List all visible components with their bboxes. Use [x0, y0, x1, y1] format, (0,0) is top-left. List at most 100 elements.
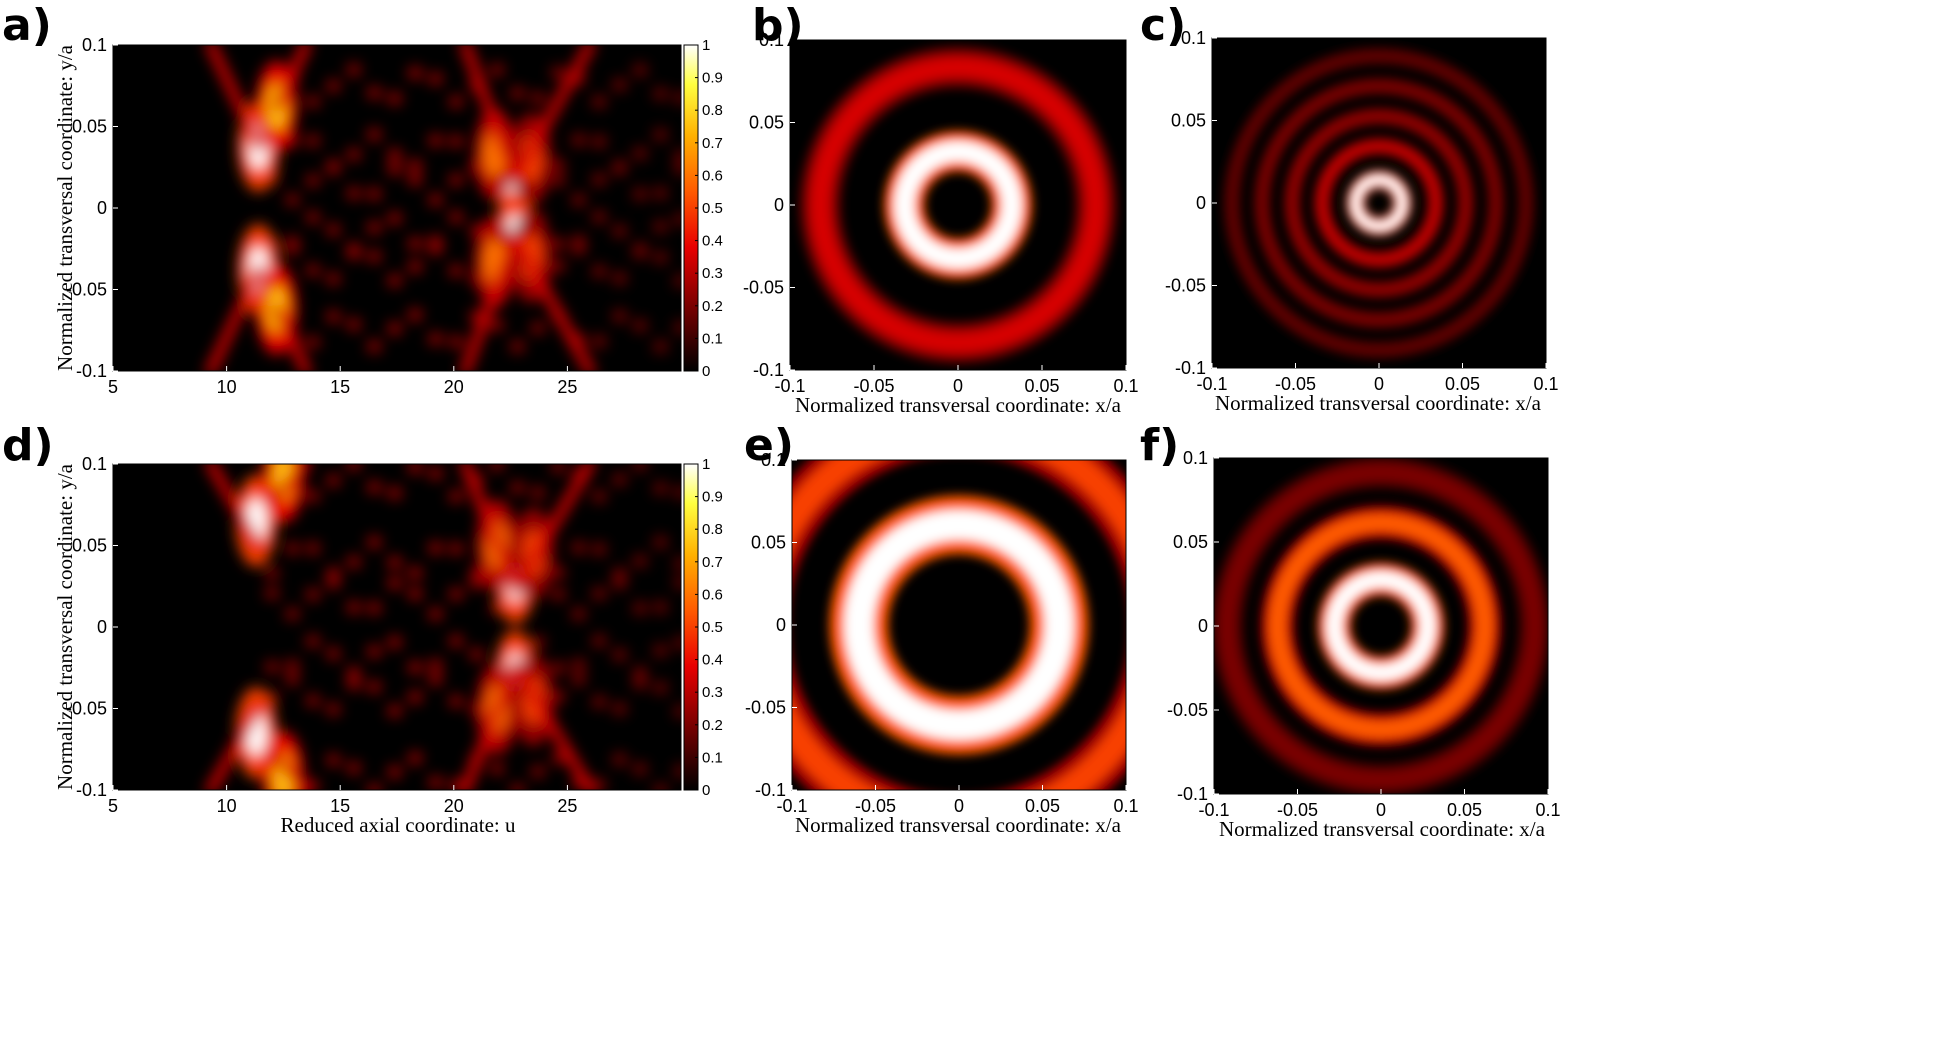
colorbar-tick-label: 1 — [702, 37, 710, 54]
heatmap-content — [205, 464, 681, 790]
ripple — [449, 135, 464, 148]
ripple — [285, 235, 300, 248]
ripple — [612, 78, 627, 91]
ripple — [428, 72, 443, 85]
ripple — [612, 473, 627, 486]
ripple — [449, 95, 464, 108]
ripple — [408, 173, 423, 186]
ripple — [367, 536, 382, 549]
y-tick-label: 0.1 — [1181, 28, 1206, 48]
ripple — [571, 658, 586, 671]
ripple — [346, 556, 361, 569]
ripple — [653, 87, 668, 100]
ripple — [612, 272, 627, 285]
y-tick-label: 0 — [774, 195, 784, 215]
colorbar-tick-label: 0 — [702, 782, 710, 799]
ripple — [305, 174, 320, 187]
colorbar: 0 0.1 0.2 0.3 0.4 0.5 0.6 0.7 0.8 0.9 1 — [683, 37, 723, 380]
ripple — [551, 66, 566, 79]
beam — [510, 464, 596, 594]
ripple — [592, 490, 607, 503]
beam — [271, 45, 312, 112]
ripple — [592, 634, 607, 647]
panel-letter: e) — [744, 420, 794, 471]
ripple — [346, 464, 361, 471]
ripple — [367, 783, 382, 790]
ripple — [265, 587, 280, 600]
y-tick-label: 0.1 — [1183, 448, 1208, 468]
ripple — [285, 542, 300, 555]
ripple — [367, 602, 382, 615]
panel-e: -0.1 -0.05 0 0.05 0.1-0.1-0.0500.050.1Normal… — [744, 420, 1139, 837]
ring — [1227, 51, 1531, 355]
beam — [460, 45, 521, 184]
y-tick-label: 0.05 — [751, 533, 786, 553]
ripple — [633, 242, 648, 255]
y-tick-label: 0.1 — [82, 35, 107, 55]
heatmap-content — [792, 460, 1126, 790]
ripple — [530, 322, 545, 335]
ripple — [285, 193, 300, 206]
x-tick-label: 10 — [217, 377, 237, 397]
ripple — [489, 464, 504, 471]
ripple — [571, 673, 586, 686]
heatmap-content — [205, 45, 681, 371]
x-tick-label: -0.1 — [1198, 800, 1229, 820]
ring-group — [792, 460, 1126, 790]
ripple — [449, 174, 464, 187]
colorbar-tick-label: 0.5 — [702, 200, 723, 217]
x-axis-label: Normalized transversal coordinate: x/a — [795, 813, 1122, 837]
ring — [1351, 175, 1407, 231]
ripple — [449, 542, 464, 555]
ring — [1219, 464, 1543, 788]
ripple — [367, 221, 382, 234]
beam — [510, 232, 596, 371]
ripple — [326, 754, 341, 767]
colorbar-tick-label: 0.8 — [702, 521, 723, 538]
x-tick-label: 0.1 — [1535, 800, 1560, 820]
x-tick-label: -0.05 — [855, 796, 896, 816]
ring-group — [1214, 458, 1548, 794]
ripple — [387, 577, 402, 590]
ring — [844, 510, 1074, 740]
ripple — [674, 321, 681, 334]
ripple — [489, 319, 504, 332]
ripple — [510, 87, 525, 100]
ripple — [428, 467, 443, 480]
beam — [205, 264, 264, 371]
ripple — [387, 322, 402, 335]
ripple — [305, 588, 320, 601]
beam — [271, 753, 312, 790]
ripple — [346, 242, 361, 255]
y-tick-label: -0.05 — [745, 698, 786, 718]
colorbar-tick-label: 0.3 — [702, 265, 723, 282]
x-tick-label: 0 — [953, 376, 963, 396]
ripple — [387, 212, 402, 225]
ripple — [305, 635, 320, 648]
ripple — [346, 187, 361, 200]
ripple — [449, 211, 464, 224]
ripple — [551, 588, 566, 601]
ripple — [387, 487, 402, 500]
ripple — [367, 680, 382, 693]
ripple — [653, 128, 668, 141]
colorbar: 0 0.1 0.2 0.3 0.4 0.5 0.6 0.7 0.8 0.9 1 — [683, 456, 723, 799]
ripple — [633, 677, 648, 690]
ripple — [305, 542, 320, 555]
x-tick-label: -0.1 — [776, 796, 807, 816]
ripple — [326, 223, 341, 236]
ripple — [653, 251, 668, 264]
y-tick-label: 0.05 — [72, 117, 107, 137]
colorbar-tick-label: 0.1 — [702, 749, 723, 766]
ripple — [510, 340, 525, 353]
ripple — [428, 332, 443, 345]
colorbar-tick-label: 0.9 — [702, 70, 723, 87]
ripple — [489, 762, 504, 775]
panel-b: -0.1 -0.05 0 0.05 0.1-0.1-0.0500.050.1Normal… — [743, 0, 1139, 417]
ripple — [408, 66, 423, 79]
x-tick-label: 15 — [330, 377, 350, 397]
colorbar-tick-label: 0.7 — [702, 135, 723, 152]
ripple — [633, 763, 648, 776]
beam — [205, 702, 264, 790]
colorbar-tick-label: 0.8 — [702, 102, 723, 119]
